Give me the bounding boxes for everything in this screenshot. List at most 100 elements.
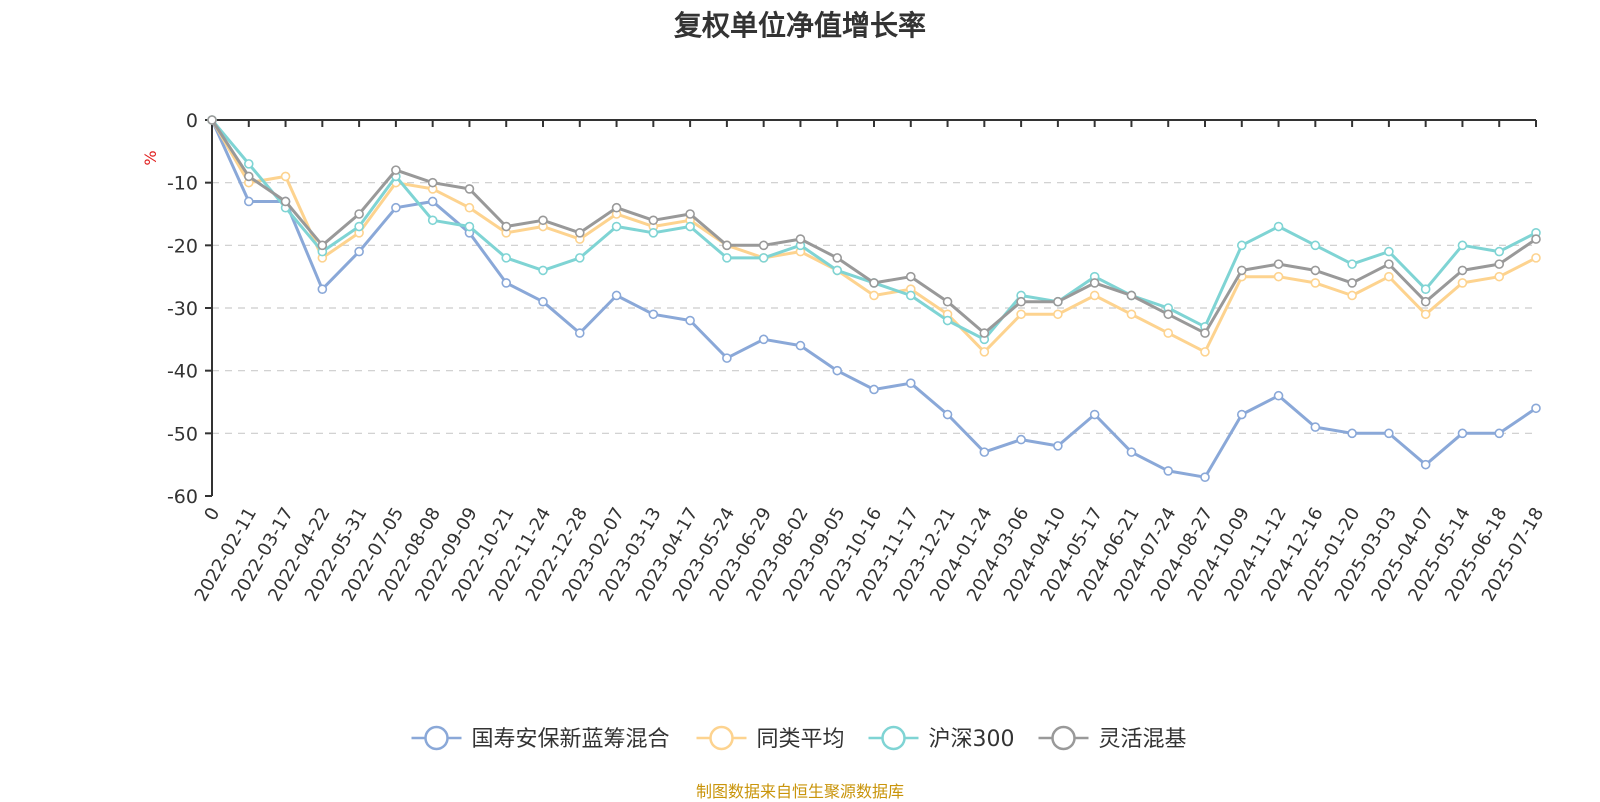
legend-item-2[interactable]: 沪深300 [868,725,1015,752]
data-point [758,240,769,251]
y-tick-label: -60 [167,486,198,508]
data-point [1384,428,1394,439]
data-point [685,315,695,326]
data-point [391,202,401,213]
data-point [1531,403,1541,414]
data-point [1420,459,1431,470]
data-point [1494,246,1505,257]
y-tick-label: 0 [186,110,198,132]
data-point [1273,390,1284,401]
data-point [979,347,990,357]
data-point [464,202,475,213]
legend-item-1[interactable]: 同类平均 [696,725,845,752]
data-point [1016,296,1026,307]
x-tick-label: 0 [200,504,224,524]
data-point [869,290,879,301]
data-point [685,221,695,232]
series-line [210,119,1537,335]
y-tick-label: -10 [167,173,198,195]
data-point [464,184,475,194]
data-point [979,328,990,338]
data-point [1384,259,1394,269]
data-point [1273,259,1284,269]
data-point [942,296,953,307]
data-point [1310,278,1321,288]
series-0 [207,115,1541,483]
data-point [832,265,843,276]
data-point [1384,246,1394,257]
legend-item-0[interactable]: 国寿安保新蓝筹混合 [411,725,670,752]
legend-marker [709,725,734,751]
data-point [1053,309,1063,320]
data-source-note: 制图数据来自恒生聚源数据库 [695,782,904,801]
data-point [942,315,953,326]
data-point [1457,428,1468,439]
data-point [1126,290,1137,301]
y-tick-label: -50 [167,423,198,445]
data-point [280,171,291,182]
y-tick-label: -20 [167,235,198,257]
data-point [1163,309,1174,320]
data-point [648,309,659,320]
data-point [1384,271,1394,282]
data-point [464,221,475,232]
data-point [280,196,291,207]
data-point [538,265,548,276]
legend[interactable]: 国寿安保新蓝筹混合 同类平均 沪深300 灵活混基 [411,725,1187,752]
data-point [1016,309,1026,320]
data-point [869,384,879,395]
data-point [1494,271,1505,282]
data-point [538,215,548,226]
y-axis-unit-label: % [141,150,160,165]
data-point [501,253,512,263]
data-point [758,253,769,263]
data-point [1347,428,1357,439]
legend-label: 灵活混基 [1099,727,1187,752]
data-point [1200,472,1210,483]
legend-label: 国寿安保新蓝筹混合 [472,727,670,752]
grid-lines [212,182,1536,434]
series-2 [207,115,1541,345]
data-point [1457,278,1468,288]
data-point [1126,447,1137,457]
series-line [210,119,1537,354]
series-line [210,119,1537,341]
data-point [1089,278,1100,288]
data-point [758,334,769,345]
data-point [574,253,585,263]
data-point [1310,422,1321,432]
series-3 [207,115,1541,338]
data-point [1089,409,1100,420]
data-point [1420,296,1431,307]
data-point [1420,309,1431,320]
data-point [869,278,879,288]
data-point [1236,265,1247,276]
legend-label: 同类平均 [757,727,845,752]
data-point [354,246,364,257]
legend-item-3[interactable]: 灵活混基 [1038,725,1187,752]
data-point [243,196,254,207]
data-point [427,215,438,226]
data-point [942,409,953,420]
data-point [243,171,254,182]
series-1 [207,115,1541,357]
data-point [427,177,438,188]
data-point [354,221,364,232]
data-point [574,228,585,238]
data-point [832,253,843,263]
data-point [1236,409,1247,420]
data-point [648,228,659,238]
data-point [1347,259,1357,269]
y-tick-label: -40 [167,361,198,383]
data-point [611,290,622,301]
data-point [905,378,916,389]
data-point [501,278,512,288]
data-point [795,234,806,244]
data-point [1310,265,1321,276]
series-lines [207,115,1541,483]
data-point [1273,271,1284,282]
data-point [243,159,254,169]
legend-marker [881,725,906,751]
data-point [1457,265,1468,276]
data-point [1163,466,1174,476]
